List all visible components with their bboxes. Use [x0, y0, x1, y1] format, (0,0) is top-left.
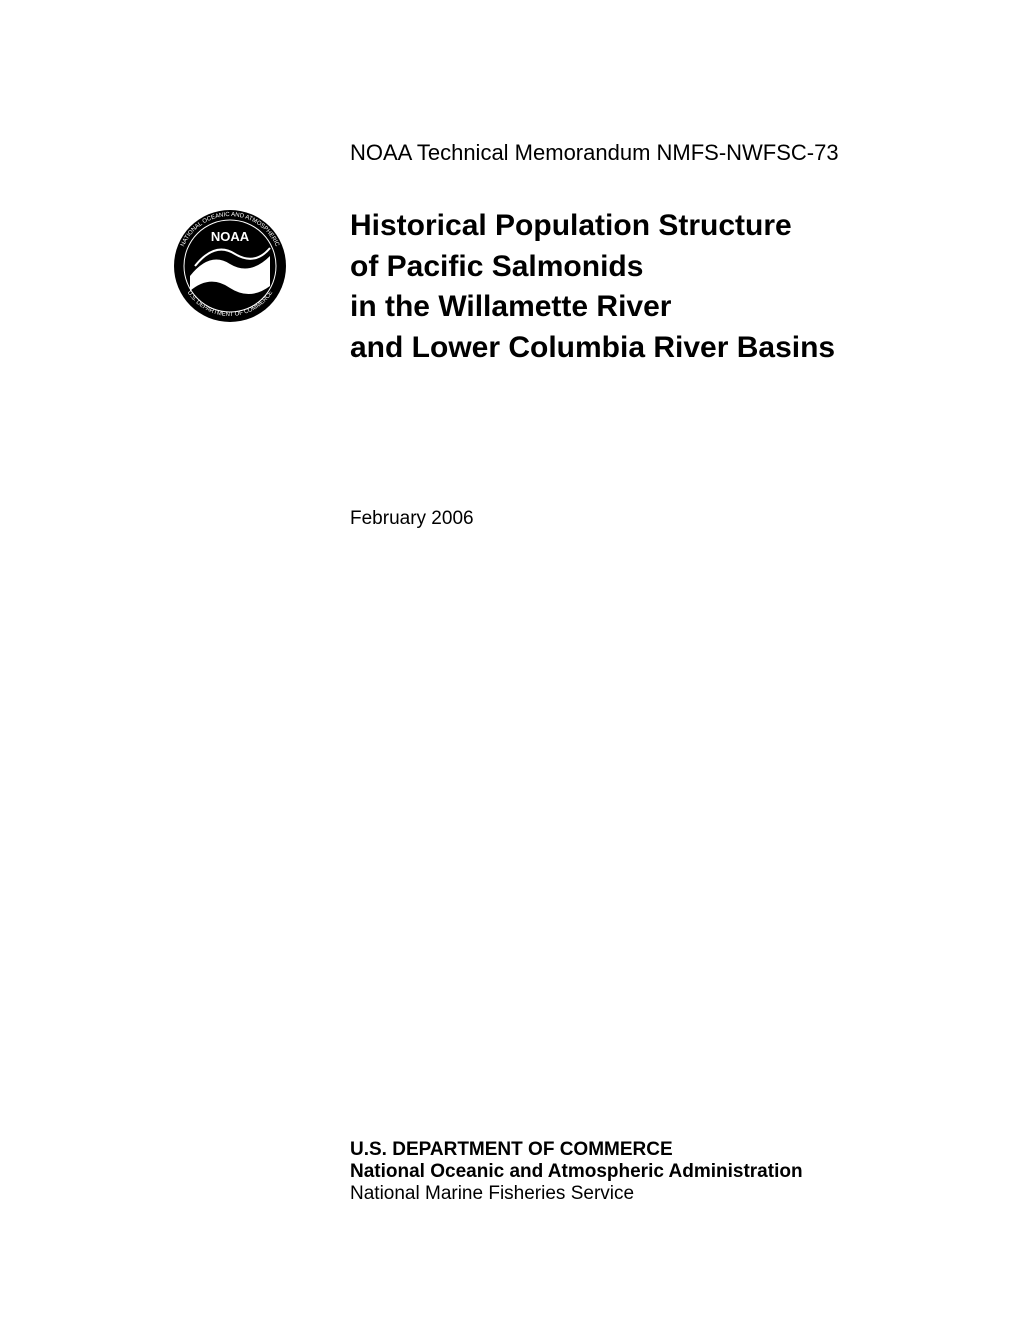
publication-date: February 2006	[350, 508, 940, 530]
title-line-2: of Pacific Salmonids	[350, 247, 940, 288]
noaa-logo-icon: NOAA NATIONAL OCEANIC AND ATMOSPHERIC U.…	[170, 206, 290, 326]
document-title: Historical Population Structure of Pacif…	[350, 206, 940, 368]
title-line-1: Historical Population Structure	[350, 206, 940, 247]
footer-block: U.S. DEPARTMENT OF COMMERCE National Oce…	[350, 1139, 803, 1205]
cover-page: NOAA Technical Memorandum NMFS-NWFSC-73 …	[0, 0, 1020, 1320]
footer-agency-1: U.S. DEPARTMENT OF COMMERCE	[350, 1139, 803, 1161]
svg-text:NOAA: NOAA	[211, 229, 250, 244]
logo-container: NOAA NATIONAL OCEANIC AND ATMOSPHERIC U.…	[170, 206, 300, 331]
title-line-3: in the Willamette River	[350, 287, 940, 328]
footer-agency-3: National Marine Fisheries Service	[350, 1183, 803, 1205]
footer-agency-2: National Oceanic and Atmospheric Adminis…	[350, 1161, 803, 1183]
series-identifier: NOAA Technical Memorandum NMFS-NWFSC-73	[350, 140, 940, 166]
header-row: NOAA NATIONAL OCEANIC AND ATMOSPHERIC U.…	[170, 206, 940, 368]
title-block: Historical Population Structure of Pacif…	[350, 206, 940, 368]
title-line-4: and Lower Columbia River Basins	[350, 328, 940, 369]
